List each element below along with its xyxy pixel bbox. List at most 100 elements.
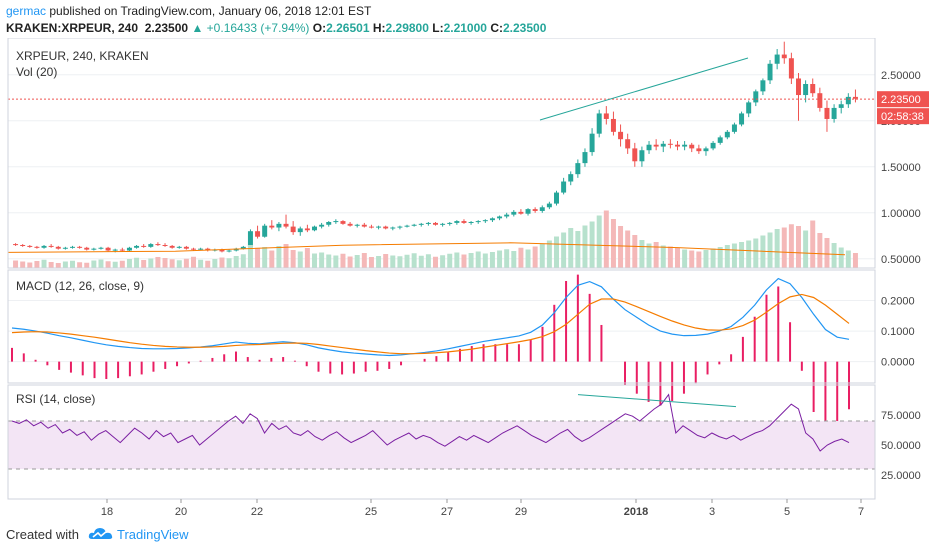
macd-pane-title: MACD (12, 26, close, 9) <box>16 279 144 293</box>
candle-body <box>148 244 154 247</box>
candle-body <box>91 248 97 250</box>
candle-body <box>390 227 396 229</box>
volume-bar <box>212 259 218 268</box>
x-tick-label: 3 <box>709 506 715 518</box>
candle-body <box>162 245 168 246</box>
volume-bar <box>831 243 837 268</box>
volume-bar <box>383 254 389 268</box>
candle-body <box>639 150 645 162</box>
candle-body <box>739 113 745 125</box>
volume-bar <box>433 256 438 268</box>
price-tick-label: 1.00000 <box>881 208 921 220</box>
candle-body <box>404 225 410 227</box>
candle-body <box>411 224 417 226</box>
volume-bar <box>91 260 97 268</box>
candle-body <box>255 231 261 237</box>
last-price-tag-text: 2.23500 <box>881 94 921 106</box>
candle-body <box>62 247 68 249</box>
volume-bar <box>454 252 460 268</box>
open-label: O: <box>312 21 327 35</box>
candle-body <box>625 139 631 149</box>
candle-body <box>34 246 40 248</box>
volume-bar <box>425 254 431 268</box>
x-tick-label: 25 <box>365 506 377 518</box>
candle-body <box>554 192 559 204</box>
volume-bar <box>376 256 382 268</box>
candle-body <box>48 245 54 247</box>
candle-body <box>112 249 118 251</box>
volume-bar <box>112 261 118 268</box>
macd-tick-label: 0.1000 <box>881 326 915 338</box>
volume-bar <box>255 248 261 268</box>
rsi-pane[interactable]: RSI (14, close) <box>8 392 875 470</box>
rsi-tick-label: 25.0000 <box>881 470 921 482</box>
price-pane[interactable]: XRPEUR, 240, KRAKEN Vol (20) <box>7 41 875 268</box>
chart-canvas[interactable]: XRPEUR, 240, KRAKEN Vol (20) MACD (12, 26… <box>0 38 932 518</box>
volume-bar <box>838 247 844 268</box>
volume-bar <box>817 233 823 268</box>
tradingview-cloud-icon <box>88 528 113 539</box>
candle-body <box>575 163 581 175</box>
candle-body <box>632 148 638 162</box>
candle-body <box>788 58 794 79</box>
volume-bar <box>803 230 809 268</box>
candle-body <box>276 223 282 228</box>
volume-bar <box>148 258 154 268</box>
volume-bar <box>55 263 61 268</box>
last-price-tag <box>877 91 929 108</box>
author-link[interactable]: germac <box>6 4 47 18</box>
volume-bar <box>625 230 631 268</box>
candle-body <box>489 218 495 221</box>
candle-body <box>717 137 723 143</box>
volume-bar <box>753 238 759 268</box>
created-with-text: Created with <box>6 527 79 542</box>
volume-bar <box>13 260 19 268</box>
candle-body <box>326 222 332 225</box>
candle-body <box>610 118 616 132</box>
volume-bar <box>304 248 310 268</box>
price-trendline <box>539 57 749 121</box>
countdown-tag-text: 02:58:38 <box>881 111 924 123</box>
rsi-tick-label: 50.0000 <box>881 440 921 452</box>
candle-body <box>290 226 296 233</box>
volume-bar <box>283 244 289 268</box>
volume-bar <box>134 257 140 268</box>
volume-bar <box>276 246 282 268</box>
volume-bar <box>511 251 517 268</box>
volume-bar <box>518 247 524 268</box>
volume-bar <box>70 260 75 268</box>
volume-bar <box>618 226 624 268</box>
change-arrow-icon: ▲ <box>191 21 204 35</box>
volume-bar <box>98 259 104 268</box>
volume-bar <box>319 252 325 268</box>
grid-lines <box>8 74 875 363</box>
candle-body <box>753 91 759 103</box>
volume-bar <box>582 225 588 268</box>
candle-body <box>660 143 666 147</box>
candle-body <box>724 131 730 138</box>
candle-body <box>468 222 474 223</box>
candle-body <box>233 248 239 251</box>
candle-body <box>27 245 33 247</box>
volume-bar <box>155 257 161 268</box>
candle-body <box>183 246 189 249</box>
volume-bar <box>461 254 467 268</box>
candle-body <box>312 226 317 231</box>
candle-body <box>77 246 83 248</box>
macd-pane[interactable]: MACD (12, 26, close, 9) <box>11 274 850 435</box>
volume-bar <box>731 243 737 268</box>
volume-bar <box>497 250 503 268</box>
volume-bar <box>119 260 125 268</box>
volume-bar <box>162 258 168 268</box>
volume-bar <box>788 224 794 268</box>
candle-body <box>198 248 204 250</box>
candle-body <box>155 244 161 246</box>
low-label: L: <box>432 21 444 35</box>
volume-bar <box>682 249 688 268</box>
candle-body <box>603 113 609 119</box>
candle-body <box>226 250 232 252</box>
volume-bar <box>269 250 275 268</box>
volume-bar <box>347 256 353 268</box>
tradingview-brand[interactable]: TradingView <box>117 527 189 542</box>
volume-bar <box>767 232 773 268</box>
